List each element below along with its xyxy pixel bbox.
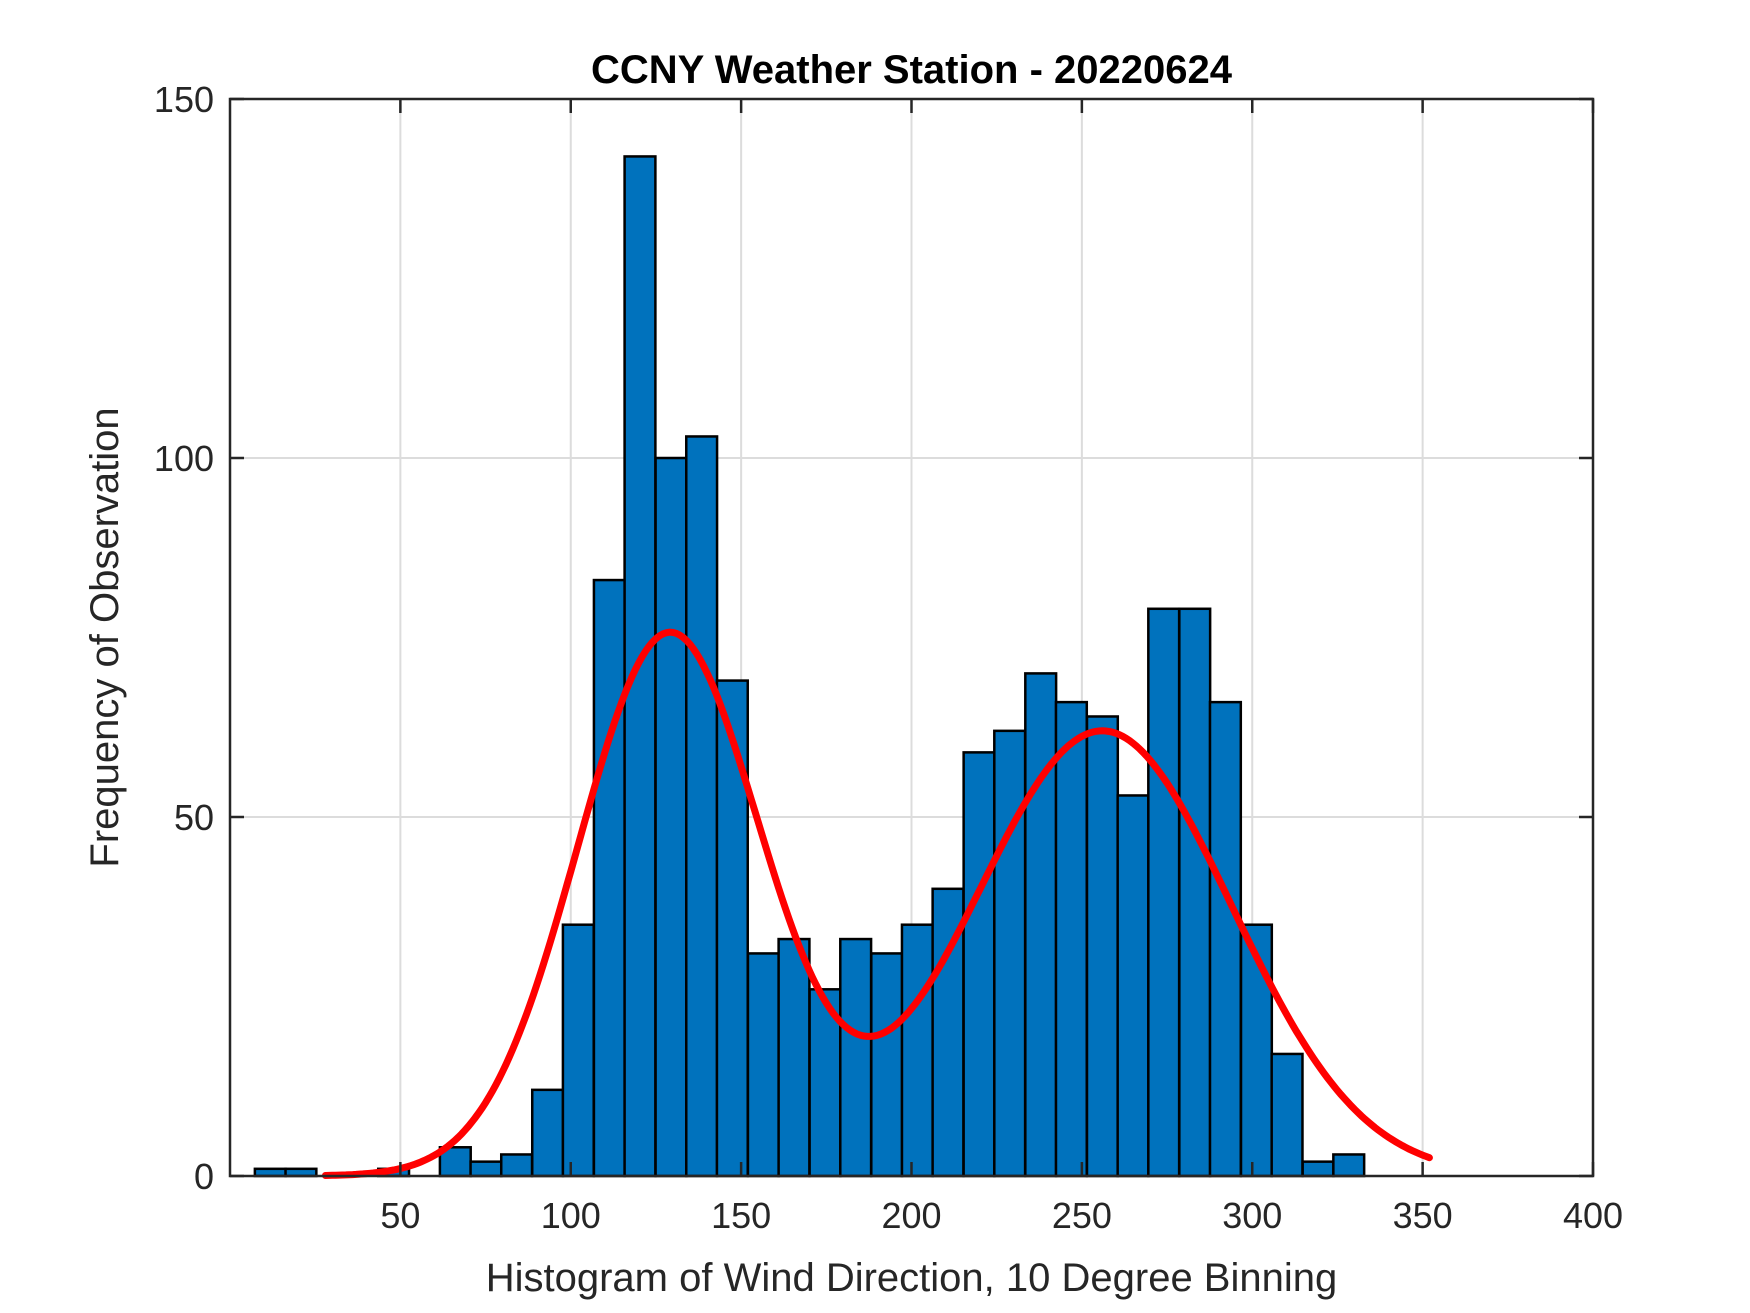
histogram-bar — [592, 578, 626, 1178]
histogram-bar — [1208, 700, 1243, 1178]
histogram-bar — [1178, 607, 1212, 1178]
histogram-bar — [530, 1088, 565, 1178]
histogram-bar — [777, 937, 811, 1178]
y-tick-label: 150 — [154, 79, 214, 120]
fit-curve — [321, 628, 1433, 1179]
histogram-bar — [654, 456, 688, 1178]
histogram-bar — [1054, 700, 1089, 1178]
y-tick-label: 50 — [174, 797, 214, 838]
histogram-bar — [685, 435, 719, 1178]
y-tick-label: 0 — [194, 1156, 214, 1197]
x-tick-label: 300 — [1222, 1195, 1282, 1236]
x-tick-label: 50 — [380, 1195, 420, 1236]
histogram-bar — [469, 1160, 503, 1178]
histogram-bar — [900, 923, 935, 1178]
histogram-bar — [1024, 672, 1058, 1178]
histogram-bar — [1301, 1160, 1335, 1178]
histogram-bar — [1085, 715, 1120, 1178]
x-tick-label: 100 — [541, 1195, 601, 1236]
chart-title: CCNY Weather Station - 20220624 — [591, 48, 1233, 92]
x-tick-label: 150 — [711, 1195, 771, 1236]
histogram-bar — [993, 729, 1027, 1178]
histogram-bar — [1270, 1052, 1304, 1178]
histogram-bar — [962, 751, 996, 1178]
histogram-bar — [1116, 794, 1150, 1178]
histogram-bar — [870, 952, 904, 1178]
histogram-bar — [1332, 1153, 1366, 1178]
x-axis-title: Histogram of Wind Direction, 10 Degree B… — [486, 1256, 1338, 1300]
y-axis-title: Frequency of Observation — [83, 407, 127, 867]
histogram-bar — [839, 937, 873, 1178]
x-tick-label: 250 — [1052, 1195, 1112, 1236]
histogram-bar — [1147, 607, 1181, 1178]
histogram-bar — [746, 952, 780, 1178]
x-tick-label: 350 — [1393, 1195, 1453, 1236]
histogram-bar — [499, 1153, 534, 1178]
x-tick-label: 200 — [881, 1195, 941, 1236]
x-tick-label: 400 — [1563, 1195, 1623, 1236]
y-tick-label: 100 — [154, 438, 214, 479]
histogram-bar — [715, 679, 749, 1178]
plot-area: 50 100 150 200 250 300 350 400 0 50 100 150 — [154, 79, 1623, 1236]
histogram-bar — [561, 923, 595, 1178]
